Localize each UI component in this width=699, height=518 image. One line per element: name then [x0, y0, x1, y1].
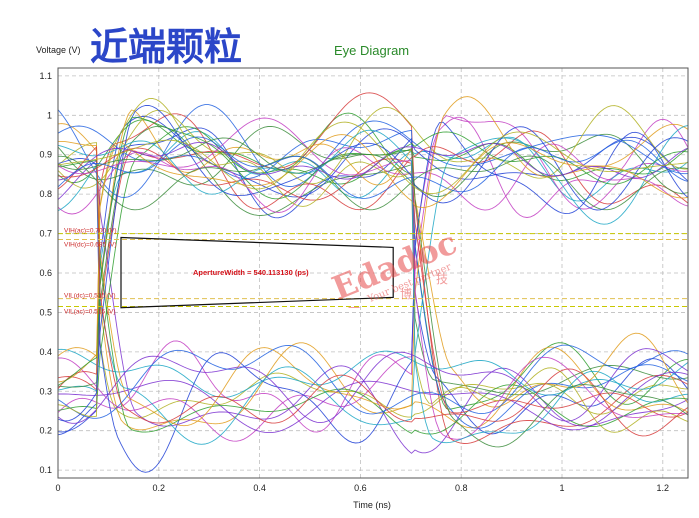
- eye-trace: [58, 96, 689, 427]
- eye-traces: [57, 92, 689, 473]
- watermark-char-3: 技: [436, 272, 448, 286]
- eye-trace: [57, 344, 689, 419]
- y-tick-label: 0.1: [39, 465, 52, 475]
- y-tick-label: 1: [47, 110, 52, 120]
- y-tick-label: 0.4: [39, 347, 52, 357]
- y-tick-label: 0.9: [39, 150, 52, 160]
- overlay-title: 近端颗粒: [90, 25, 242, 69]
- eye-trace: [57, 137, 689, 448]
- y-tick-label: 0.8: [39, 189, 52, 199]
- eye-trace: [57, 131, 689, 392]
- eye-trace: [57, 348, 689, 424]
- eye-trace: [57, 371, 689, 434]
- eye-trace: [57, 142, 689, 419]
- eye-trace: [57, 113, 689, 390]
- eye-trace: [57, 125, 689, 429]
- y-tick-label: 0.6: [39, 268, 52, 278]
- eye-trace: [58, 155, 689, 211]
- x-axis-ticks: 0 0.2 0.4 0.6 0.8 1 1.2: [55, 483, 669, 493]
- plot-border: [57, 67, 689, 479]
- eye-trace: [57, 145, 689, 437]
- eye-trace: [57, 121, 689, 473]
- x-tick-label: 0.6: [354, 483, 367, 493]
- eye-trace: [57, 348, 689, 398]
- eye-trace: [57, 127, 689, 436]
- plot-frame: [57, 67, 689, 479]
- eye-trace: [57, 115, 689, 442]
- threshold-annotations: VIH(ac)=0.700 (V) VIH(dc)=0.685 (V) VIL(dc…: [64, 228, 117, 316]
- threshold-label: VIL(dc)=0.535 (V): [64, 293, 115, 300]
- eye-trace: [57, 124, 689, 445]
- eye-trace: [57, 116, 689, 433]
- x-tick-label: 0.4: [253, 483, 266, 493]
- eye-trace: [57, 123, 689, 431]
- x-tick-label: 0.2: [153, 483, 166, 493]
- y-tick-label: 1.1: [39, 71, 52, 81]
- eye-trace: [57, 136, 689, 199]
- aperture-width-label: ApertureWidth = 540.113130 (ps): [193, 268, 309, 277]
- eye-trace: [57, 141, 689, 181]
- aperture-box: [120, 236, 394, 309]
- y-tick-label: 0.7: [39, 229, 52, 239]
- y-tick-label: 0.3: [39, 386, 52, 396]
- watermark-char-2: 博: [400, 286, 412, 301]
- y-axis-label: Voltage (V): [36, 45, 81, 55]
- threshold-label: VIH(ac)=0.700 (V): [64, 228, 117, 235]
- eye-trace: [57, 105, 688, 189]
- x-tick-label: 1: [559, 483, 564, 493]
- x-tick-label: 1.2: [657, 483, 670, 493]
- eye-trace: [57, 143, 689, 215]
- threshold-label: VIH(dc)=0.685 (V): [64, 241, 117, 248]
- eye-trace: [57, 104, 689, 198]
- x-tick-label: 0.8: [455, 483, 468, 493]
- y-tick-label: 0.2: [39, 426, 52, 436]
- grid: [57, 68, 688, 478]
- y-tick-label: 0.5: [39, 307, 52, 317]
- x-tick-label: 0: [55, 483, 60, 493]
- chart-title: Eye Diagram: [334, 43, 409, 58]
- aperture-polygon: [120, 236, 394, 309]
- x-axis-label: Time (ns): [353, 500, 391, 510]
- eye-trace: [57, 105, 689, 422]
- eye-trace: [57, 121, 689, 195]
- watermark-char-1: 一: [348, 301, 360, 315]
- threshold-label: VIL(ac)=0.515 (V): [64, 309, 115, 316]
- y-axis-ticks: 0.1 0.2 0.3 0.4 0.5 0.6 0.7 0.8 0.9 1 1.1: [39, 71, 52, 475]
